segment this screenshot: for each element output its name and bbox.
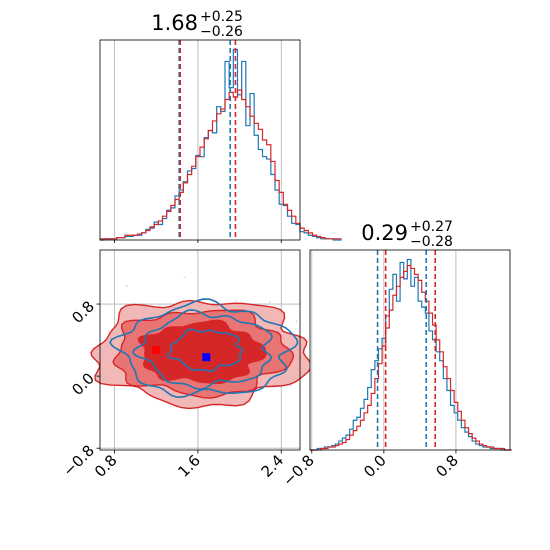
panel-contour-ticks <box>96 303 282 454</box>
contour-y-tick-label: 0.8 <box>68 297 98 327</box>
hist-y-x-tick-label: 0.8 <box>432 451 462 481</box>
panel-hist-y-frame <box>309 249 511 451</box>
panel-contour-x-tick-labels: 0.8 1.6 2.4 <box>91 451 287 481</box>
panel-hist-x-series <box>100 48 342 241</box>
panel-hist-x-frame <box>99 39 301 241</box>
contour-y-tick-label: −0.8 <box>60 441 98 479</box>
panel-hist-y-title-upper: +0.27 <box>410 219 453 235</box>
panel-contour-xy: 0.8 1.6 2.4 −0.8 0.0 0.8 <box>60 249 312 481</box>
panel-hist-x-ticks <box>114 240 282 243</box>
panel-hist-x-quantile-lines <box>178 40 237 240</box>
panel-hist-x-background <box>100 40 300 240</box>
panel-hist-x-title-median: 1.68 <box>151 11 198 35</box>
panel-hist-y-background <box>310 250 510 450</box>
panel-hist-y-title-median: 0.29 <box>361 221 408 245</box>
contour-y-tick-label: 0.0 <box>68 369 98 399</box>
blue-contour-level <box>132 309 273 391</box>
panel-contour-y-tick-labels: −0.8 0.0 0.8 <box>60 297 98 480</box>
panel-hist-x-title-upper: +0.25 <box>200 9 243 25</box>
sample-point <box>126 285 128 288</box>
hist-y-x-tick-label: 0.0 <box>360 451 390 481</box>
blue-contour-level <box>109 298 299 399</box>
panel-hist-y-x-tick-labels: −0.8 0.0 0.8 <box>279 451 462 489</box>
histogram-series <box>310 264 512 451</box>
panel-hist-y-grid <box>311 250 457 450</box>
panel-contour-frame <box>99 249 301 451</box>
blue-contour-level <box>166 328 244 373</box>
truth-marker <box>202 353 211 362</box>
histogram-series <box>100 48 342 241</box>
sample-point <box>295 320 298 323</box>
panel-hist-x: 1.68 +0.25 −0.26 <box>99 9 342 243</box>
truth-marker <box>152 346 161 354</box>
panel-hist-y: −0.8 0.0 0.8 0.29 +0.27 −0.28 <box>279 219 512 490</box>
panel-hist-y-title-lower: −0.28 <box>410 234 453 250</box>
panel-contour-markers <box>152 346 211 362</box>
panel-hist-y-series <box>310 258 512 451</box>
panel-hist-y-quantile-lines <box>376 250 437 450</box>
panel-hist-x-grid <box>114 40 282 240</box>
sample-point <box>183 276 186 279</box>
histogram-series <box>100 89 342 240</box>
contour-x-tick-label: 1.6 <box>174 451 204 481</box>
panel-hist-x-title-lower: −0.26 <box>200 24 243 40</box>
sample-point <box>290 384 292 387</box>
hist-y-x-tick-label: −0.8 <box>279 451 317 489</box>
sample-point <box>268 301 271 303</box>
panel-hist-y-ticks <box>311 450 457 454</box>
sample-point <box>234 300 237 302</box>
